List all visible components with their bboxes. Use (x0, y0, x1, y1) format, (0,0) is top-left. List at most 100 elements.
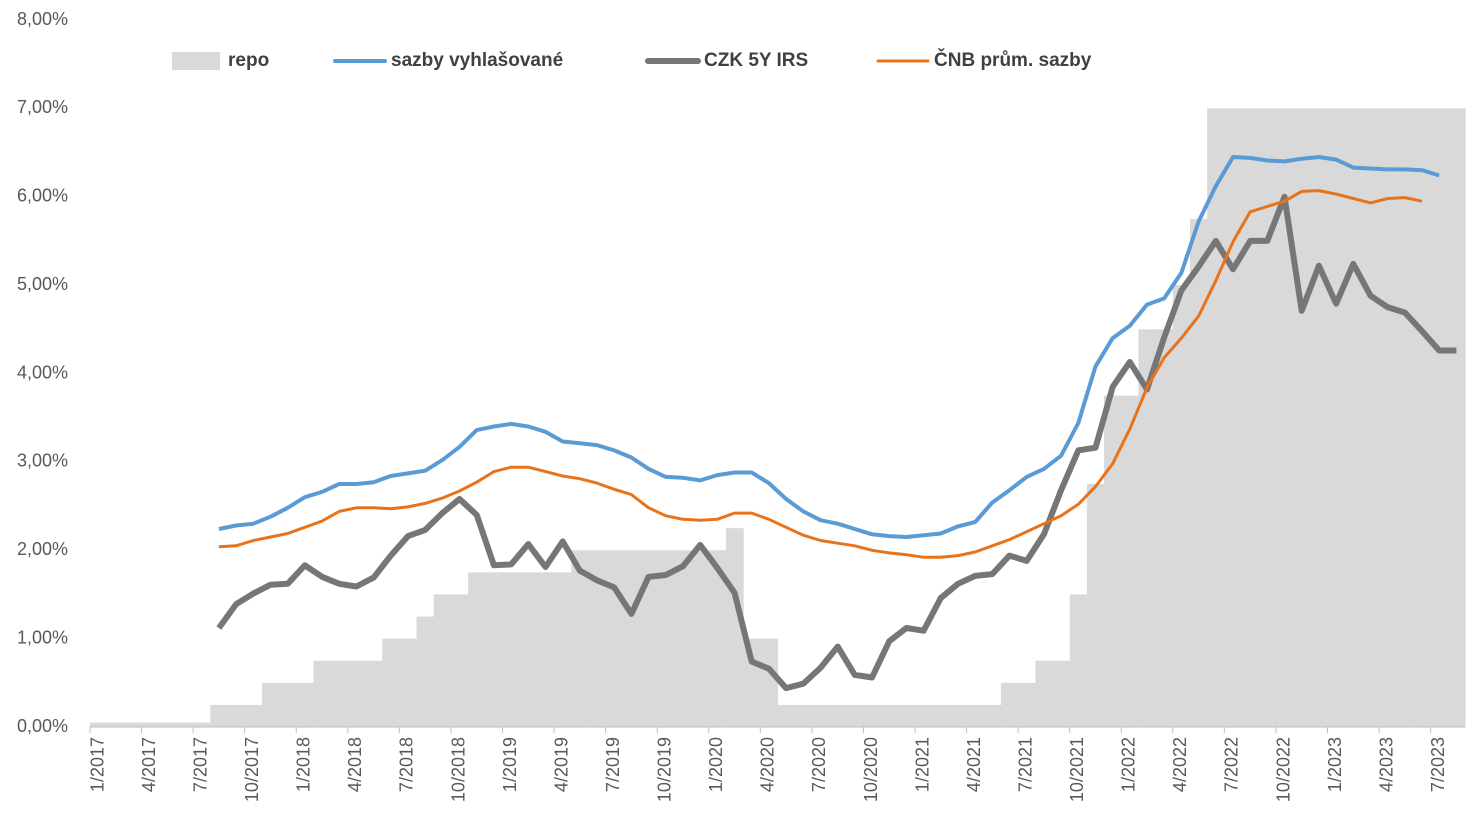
bar (605, 550, 624, 727)
bar (1018, 682, 1036, 727)
bar (175, 722, 194, 727)
bar (794, 704, 813, 727)
bar (1224, 108, 1243, 727)
x-tick-label: 10/2018 (448, 737, 468, 802)
bar (1086, 483, 1105, 727)
bar (279, 682, 297, 727)
bar (1413, 108, 1432, 727)
x-tick-label: 1/2020 (706, 737, 726, 792)
bar (1447, 108, 1466, 727)
legend-swatch (172, 52, 220, 70)
x-tick-label: 1/2022 (1119, 737, 1139, 792)
bar (124, 722, 143, 727)
x-tick-label: 4/2017 (139, 737, 159, 792)
bar (915, 704, 933, 727)
bar (1172, 285, 1191, 727)
bar (1396, 108, 1415, 727)
line (218, 189, 1423, 559)
legend-label: sazby vyhlašované (391, 50, 563, 71)
bar (244, 704, 263, 727)
bar (382, 638, 400, 727)
bar (1293, 108, 1311, 727)
bar (1310, 108, 1329, 727)
bar (1258, 108, 1277, 727)
x-tick-label: 4/2018 (345, 737, 365, 792)
x-tick-label: 7/2018 (397, 737, 417, 792)
bar (158, 722, 177, 727)
bar (932, 704, 950, 727)
bar (622, 550, 641, 727)
bar (949, 704, 968, 727)
x-tick-label: 1/2019 (500, 737, 520, 792)
bar (433, 594, 452, 727)
legend-label: ČNB prům. sazby (934, 49, 1092, 71)
bar (1155, 329, 1174, 727)
bar (880, 704, 899, 727)
x-tick-label: 7/2022 (1222, 737, 1242, 792)
bar (1000, 682, 1019, 727)
x-tick-label: 7/2021 (1015, 737, 1035, 792)
x-tick-label: 1/2017 (87, 737, 107, 792)
bar (502, 572, 521, 727)
bar (691, 550, 710, 727)
bar (1327, 108, 1346, 727)
x-tick-label: 10/2019 (655, 737, 675, 802)
bar (416, 616, 435, 727)
bar (863, 704, 882, 727)
bar (1430, 108, 1449, 727)
bar (760, 638, 779, 727)
bar (554, 572, 572, 727)
y-tick-label: 3,00% (17, 451, 68, 471)
legend-label: repo (228, 50, 269, 71)
x-tick-label: 10/2021 (1067, 737, 1087, 802)
bar (1190, 218, 1208, 727)
bar (90, 722, 108, 727)
bar (1035, 660, 1054, 727)
y-tick-label: 4,00% (17, 362, 68, 382)
bar (519, 572, 538, 727)
bar (777, 704, 796, 727)
bar (296, 682, 315, 727)
x-tick-label: 4/2022 (1170, 737, 1190, 792)
bar (640, 550, 658, 727)
bar (347, 660, 366, 727)
bar (674, 550, 693, 727)
bar (450, 594, 469, 727)
y-tick-label: 1,00% (17, 627, 68, 647)
bar (708, 550, 727, 727)
bar (227, 704, 246, 727)
bar (468, 572, 486, 727)
x-tick-label: 7/2023 (1428, 737, 1448, 792)
bar (330, 660, 349, 727)
x-tick-label: 10/2017 (242, 737, 262, 802)
x-tick-label: 7/2019 (603, 737, 623, 792)
bar (1361, 108, 1380, 727)
y-tick-label: 6,00% (17, 186, 68, 206)
line (218, 155, 1440, 539)
legend-label: CZK 5Y IRS (704, 50, 808, 71)
line (216, 193, 1457, 692)
bar (1379, 108, 1397, 727)
bar (141, 722, 160, 727)
y-tick-label: 2,00% (17, 539, 68, 559)
x-tick-label: 7/2020 (809, 737, 829, 792)
bar (210, 704, 229, 727)
y-tick-label: 5,00% (17, 274, 68, 294)
bar (107, 722, 125, 727)
bar (725, 528, 744, 727)
bar (1138, 329, 1157, 727)
bar (588, 550, 607, 727)
bar (399, 638, 418, 727)
bar (485, 572, 504, 727)
bar (1241, 108, 1260, 727)
bar (1121, 395, 1140, 727)
x-tick-label: 1/2018 (294, 737, 314, 792)
bar (983, 704, 1002, 727)
bar (193, 722, 211, 727)
bar (536, 572, 555, 727)
x-tick-label: 4/2019 (551, 737, 571, 792)
bar (1275, 108, 1294, 727)
bar (365, 660, 383, 727)
bar (966, 704, 985, 727)
